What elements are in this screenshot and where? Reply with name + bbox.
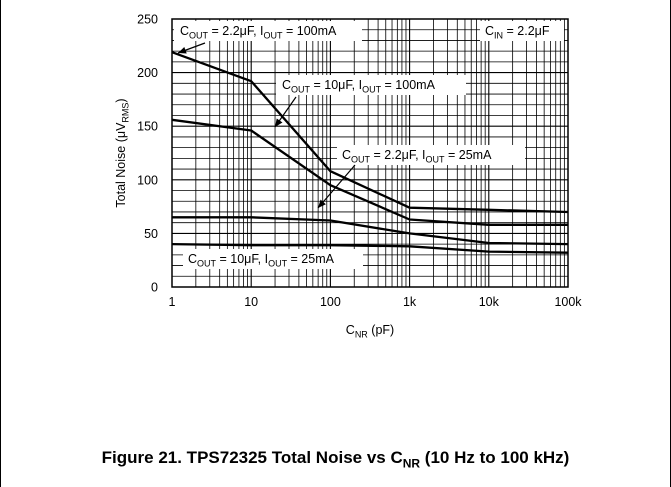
y-axis-title: Total Noise (μVRMS) xyxy=(114,98,131,207)
label-text: C xyxy=(342,148,351,162)
label-text: = 10μF, I xyxy=(216,252,268,266)
y-tick-label: 250 xyxy=(137,13,158,27)
y-tick-label: 50 xyxy=(144,227,158,241)
x-tick-label: 1k xyxy=(403,295,417,309)
x-axis-title: CNR (pF) xyxy=(346,323,394,340)
series-label-bg xyxy=(183,249,363,269)
subscript: OUT xyxy=(362,85,382,95)
series-label-1: COUT = 2.2μF, IOUT = 100mA xyxy=(180,24,337,41)
caption-suffix: (10 Hz to 100 kHz) xyxy=(420,448,570,467)
subscript: IN xyxy=(494,31,503,41)
label-text: = 2.2μF xyxy=(503,24,550,38)
label-text: = 100mA xyxy=(381,78,436,92)
subscript: OUT xyxy=(189,31,209,41)
callout-arrowhead xyxy=(275,118,283,127)
label-text: ) xyxy=(114,98,128,102)
label-text: (pF) xyxy=(368,323,394,337)
y-tick-label: 100 xyxy=(137,173,158,187)
series-line-2 xyxy=(171,118,568,226)
x-tick-label: 10k xyxy=(479,295,500,309)
subscript: OUT xyxy=(351,155,371,165)
annotation-bg xyxy=(480,21,564,41)
label-text: = 2.2μF, I xyxy=(370,148,426,162)
plot-frame xyxy=(171,18,569,288)
series-label-bg xyxy=(276,75,466,95)
series-line-3 xyxy=(172,216,569,246)
figure-caption: Figure 21. TPS72325 Total Noise vs CNR (… xyxy=(0,448,671,470)
series-lines xyxy=(171,51,569,254)
label-text: = 10μF, I xyxy=(310,78,362,92)
callout-arrow xyxy=(317,164,356,209)
label-text: C xyxy=(188,252,197,266)
subscript: OUT xyxy=(268,259,288,269)
caption-subscript: NR xyxy=(402,456,421,471)
label-text: = 100mA xyxy=(283,24,338,38)
subscript: OUT xyxy=(291,85,311,95)
subscript: OUT xyxy=(197,259,217,269)
subscript: RMS xyxy=(121,103,131,123)
y-axis-title-group: Total Noise (μVRMS) xyxy=(114,98,131,207)
series-label-3: COUT = 2.2μF, IOUT = 25mA xyxy=(342,148,492,165)
series-label-4: COUT = 10μF, IOUT = 25mA xyxy=(188,252,335,269)
subscript: OUT xyxy=(426,155,446,165)
x-tick-label: 100k xyxy=(554,295,582,309)
label-text: Total Noise (μV xyxy=(114,122,128,208)
label-text: C xyxy=(485,24,494,38)
subscript: OUT xyxy=(264,31,284,41)
subscript: NR xyxy=(355,330,368,340)
frame-left-border xyxy=(0,0,1,487)
y-tick-label: 200 xyxy=(137,66,158,80)
axis-titles: CNR (pF)Total Noise (μVRMS) xyxy=(114,98,394,339)
cin-annotation: CIN = 2.2μF xyxy=(485,24,550,41)
y-tick-label: 0 xyxy=(151,281,158,295)
label-text: C xyxy=(180,24,189,38)
label-text: C xyxy=(282,78,291,92)
x-tick-label: 1 xyxy=(169,295,176,309)
series-label-bg xyxy=(337,145,525,165)
series-label-bg xyxy=(174,21,362,41)
callout-arrowhead xyxy=(178,46,187,54)
label-text: C xyxy=(346,323,355,337)
label-text: = 2.2μF, I xyxy=(208,24,264,38)
x-tick-label: 100 xyxy=(320,295,341,309)
x-tick-label: 10 xyxy=(244,295,258,309)
callout-arrowhead xyxy=(318,199,326,208)
series-line-1 xyxy=(171,51,569,214)
tick-labels: 1 10 100 1k 10k 100k 0 50 100 150 200 250 xyxy=(137,13,582,310)
series-line-4 xyxy=(171,242,569,254)
series-label-2: COUT = 10μF, IOUT = 100mA xyxy=(282,78,436,95)
y-tick-label: 150 xyxy=(137,120,158,134)
caption-prefix: Figure 21. TPS72325 Total Noise vs C xyxy=(101,448,403,467)
label-text: = 25mA xyxy=(287,252,335,266)
label-text: = 25mA xyxy=(445,148,493,162)
